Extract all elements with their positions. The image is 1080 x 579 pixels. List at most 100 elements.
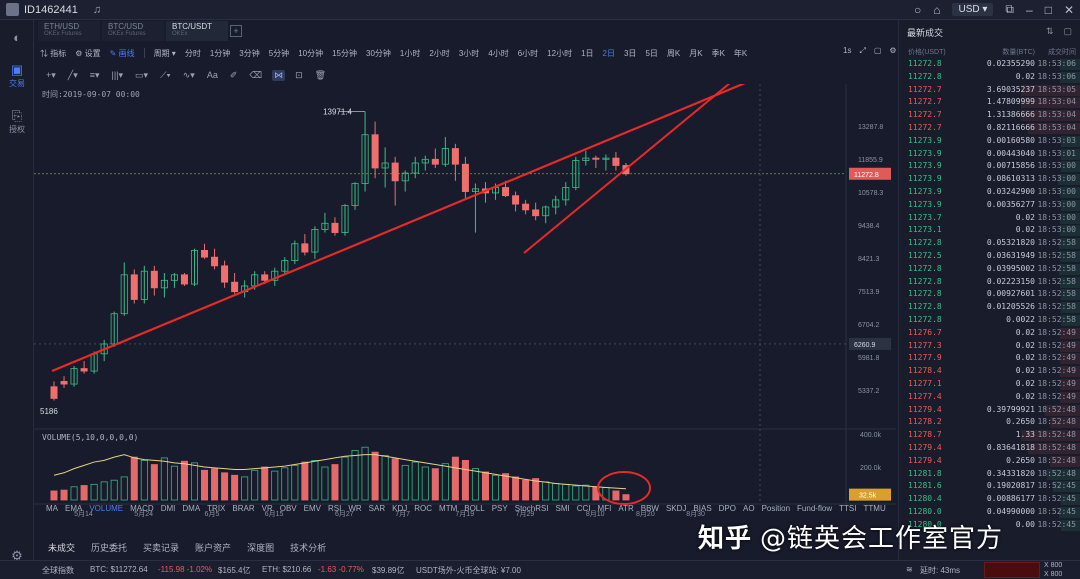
crosshair-icon[interactable]: +▾ bbox=[46, 69, 56, 80]
period-option[interactable]: 1小时 bbox=[399, 48, 421, 58]
search-icon[interactable]: ○ bbox=[913, 2, 922, 17]
period-option[interactable]: 3小时 bbox=[458, 48, 480, 58]
bottom-tab[interactable]: 深度图 bbox=[247, 543, 275, 553]
bottom-tab[interactable]: 技术分析 bbox=[290, 543, 327, 553]
indicator-option[interactable]: EMA bbox=[65, 504, 83, 513]
avatar[interactable] bbox=[6, 3, 19, 16]
tab-eth-usd[interactable]: ETH/USD OKEx Futures bbox=[38, 21, 100, 41]
wave-tool-icon[interactable]: ∿▾ bbox=[182, 69, 195, 80]
fullscreen-icon[interactable]: ⤢ bbox=[859, 46, 866, 55]
account-info[interactable]: ID1462441 ♫ bbox=[6, 3, 101, 16]
period-option[interactable]: 5日 bbox=[645, 48, 658, 58]
chart-settings-icon[interactable]: ⚙ bbox=[889, 46, 897, 55]
indicator-option[interactable]: DMI bbox=[160, 504, 176, 513]
rectangle-tool-icon[interactable]: ▭▾ bbox=[135, 69, 149, 80]
rail-settings[interactable]: ⚙ bbox=[0, 548, 34, 564]
indicator-option[interactable]: PSY bbox=[491, 504, 508, 513]
channel-tool-icon[interactable]: ≡▾ bbox=[89, 69, 100, 80]
period-option[interactable]: 3分钟 bbox=[239, 48, 260, 58]
window-icon[interactable]: ⧉ bbox=[1005, 2, 1014, 16]
line-tool-icon[interactable]: ╱▾ bbox=[67, 69, 78, 80]
indicator-option[interactable]: SMI bbox=[555, 504, 570, 513]
tab-btc-usdt[interactable]: BTC/USDT OKEx bbox=[166, 21, 228, 41]
indicator-option[interactable]: BOLL bbox=[464, 504, 485, 513]
rail-logo[interactable]: ◐ bbox=[0, 30, 34, 45]
indicator-option[interactable]: MA bbox=[46, 504, 58, 513]
indicator-option[interactable]: ROC bbox=[414, 504, 433, 513]
tab-btc-usd[interactable]: BTC/USD OKEx Futures bbox=[102, 21, 164, 41]
arrow-tool-icon[interactable]: ⟋▾ bbox=[160, 69, 171, 80]
period-option[interactable]: 1分钟 bbox=[209, 48, 231, 58]
indicator-option[interactable]: BIAS bbox=[693, 504, 712, 513]
bell-icon[interactable]: ♫ bbox=[92, 3, 102, 16]
period-option[interactable]: 周K bbox=[666, 48, 681, 58]
period-option[interactable]: 15分钟 bbox=[332, 48, 357, 58]
bottom-tab[interactable]: 未成交 bbox=[48, 543, 76, 553]
indicator-option[interactable]: Position bbox=[761, 504, 791, 513]
fib-tool-icon[interactable]: |||▾ bbox=[111, 69, 124, 80]
period-option[interactable]: 2日 bbox=[602, 48, 615, 58]
indicator-option[interactable]: CCI bbox=[576, 504, 591, 513]
indicator-option[interactable]: SKDJ bbox=[665, 504, 687, 513]
eraser-icon[interactable]: ⌫ bbox=[249, 69, 263, 80]
period-option[interactable]: 年K bbox=[733, 48, 748, 58]
period-option[interactable]: 月K bbox=[689, 48, 703, 58]
bottom-tab[interactable]: 账户资产 bbox=[195, 543, 232, 553]
indicator-option[interactable]: BRAR bbox=[232, 504, 255, 513]
indicator-option[interactable]: DPO bbox=[718, 504, 736, 513]
indicator-option[interactable]: MFI bbox=[597, 504, 612, 513]
trash-icon[interactable]: 🗑 bbox=[314, 69, 327, 80]
indicator-option[interactable]: TRIX bbox=[207, 504, 226, 513]
indicator-option[interactable]: KDJ bbox=[392, 504, 408, 513]
indicator-option[interactable]: BBW bbox=[640, 504, 659, 513]
interval-1s[interactable]: 1s bbox=[843, 46, 852, 55]
expand-icon[interactable]: ▢ bbox=[1063, 26, 1072, 36]
period-option[interactable]: 季K bbox=[711, 48, 725, 58]
rail-trade[interactable]: ▣ 交易 bbox=[0, 62, 34, 89]
indicator-option[interactable]: ATR bbox=[618, 504, 634, 513]
period-option[interactable]: 1日 bbox=[581, 48, 594, 58]
period-option[interactable]: 10分钟 bbox=[298, 48, 324, 58]
indicator-option[interactable]: StochRSI bbox=[514, 504, 549, 513]
indicator-option[interactable]: MACD bbox=[130, 504, 154, 513]
magnet-icon[interactable]: ⋈ bbox=[272, 69, 286, 81]
brush-icon[interactable]: ✐ bbox=[229, 69, 238, 80]
text-tool[interactable]: Aa bbox=[206, 70, 218, 80]
indicator-button[interactable]: ⇅ 指标 bbox=[40, 48, 66, 59]
period-option[interactable]: 6小时 bbox=[517, 48, 539, 58]
period-option[interactable]: 4小时 bbox=[488, 48, 509, 58]
add-tab-button[interactable]: + bbox=[230, 25, 242, 37]
indicator-option[interactable]: VR bbox=[261, 504, 273, 513]
period-option[interactable]: 5分钟 bbox=[268, 48, 290, 58]
period-option[interactable]: 分时 bbox=[184, 48, 201, 58]
indicator-option[interactable]: SAR bbox=[368, 504, 386, 513]
settings-button[interactable]: ⚙ 设置 bbox=[75, 48, 100, 59]
indicator-option[interactable]: VOLUME bbox=[89, 504, 124, 513]
period-option[interactable]: 30分钟 bbox=[366, 48, 391, 58]
screenshot-icon[interactable]: ▢ bbox=[873, 46, 882, 55]
maximize-icon[interactable]: □ bbox=[1044, 2, 1052, 17]
indicator-option[interactable]: TTMU bbox=[863, 504, 886, 513]
indicator-option[interactable]: AO bbox=[743, 504, 755, 513]
drawing-button[interactable]: ✎ 画线 bbox=[110, 48, 135, 59]
indicator-option[interactable]: TTSI bbox=[839, 504, 857, 513]
lock-icon[interactable]: ⊡ bbox=[295, 69, 303, 80]
period-option[interactable]: 2小时 bbox=[429, 48, 450, 58]
indicator-option[interactable]: EMV bbox=[303, 504, 321, 513]
indicator-option[interactable]: RSI bbox=[328, 504, 342, 513]
bottom-tab[interactable]: 买卖记录 bbox=[143, 543, 180, 553]
indicator-option[interactable]: WR bbox=[348, 504, 362, 513]
bottom-tab[interactable]: 历史委托 bbox=[91, 543, 128, 553]
sort-icon[interactable]: ⇅ bbox=[1045, 26, 1054, 36]
shirt-icon[interactable]: ⌂ bbox=[933, 2, 941, 17]
close-icon[interactable]: ✕ bbox=[1063, 2, 1074, 17]
indicator-option[interactable]: Fund-flow bbox=[797, 504, 833, 513]
candlestick-chart[interactable]: 13287.8 11855.9 10578.3 9438.4 8421.3 7513.9 6… bbox=[34, 84, 896, 518]
indicator-option[interactable]: OBV bbox=[279, 504, 297, 513]
period-option[interactable]: 3日 bbox=[623, 48, 637, 58]
period-option[interactable]: 12小时 bbox=[547, 48, 573, 58]
period-dropdown[interactable]: 周期 ▾ bbox=[153, 48, 176, 58]
minimize-icon[interactable]: – bbox=[1026, 2, 1033, 17]
rail-auth[interactable]: ⎘ 授权 bbox=[0, 108, 34, 135]
indicator-option[interactable]: DMA bbox=[182, 504, 201, 513]
